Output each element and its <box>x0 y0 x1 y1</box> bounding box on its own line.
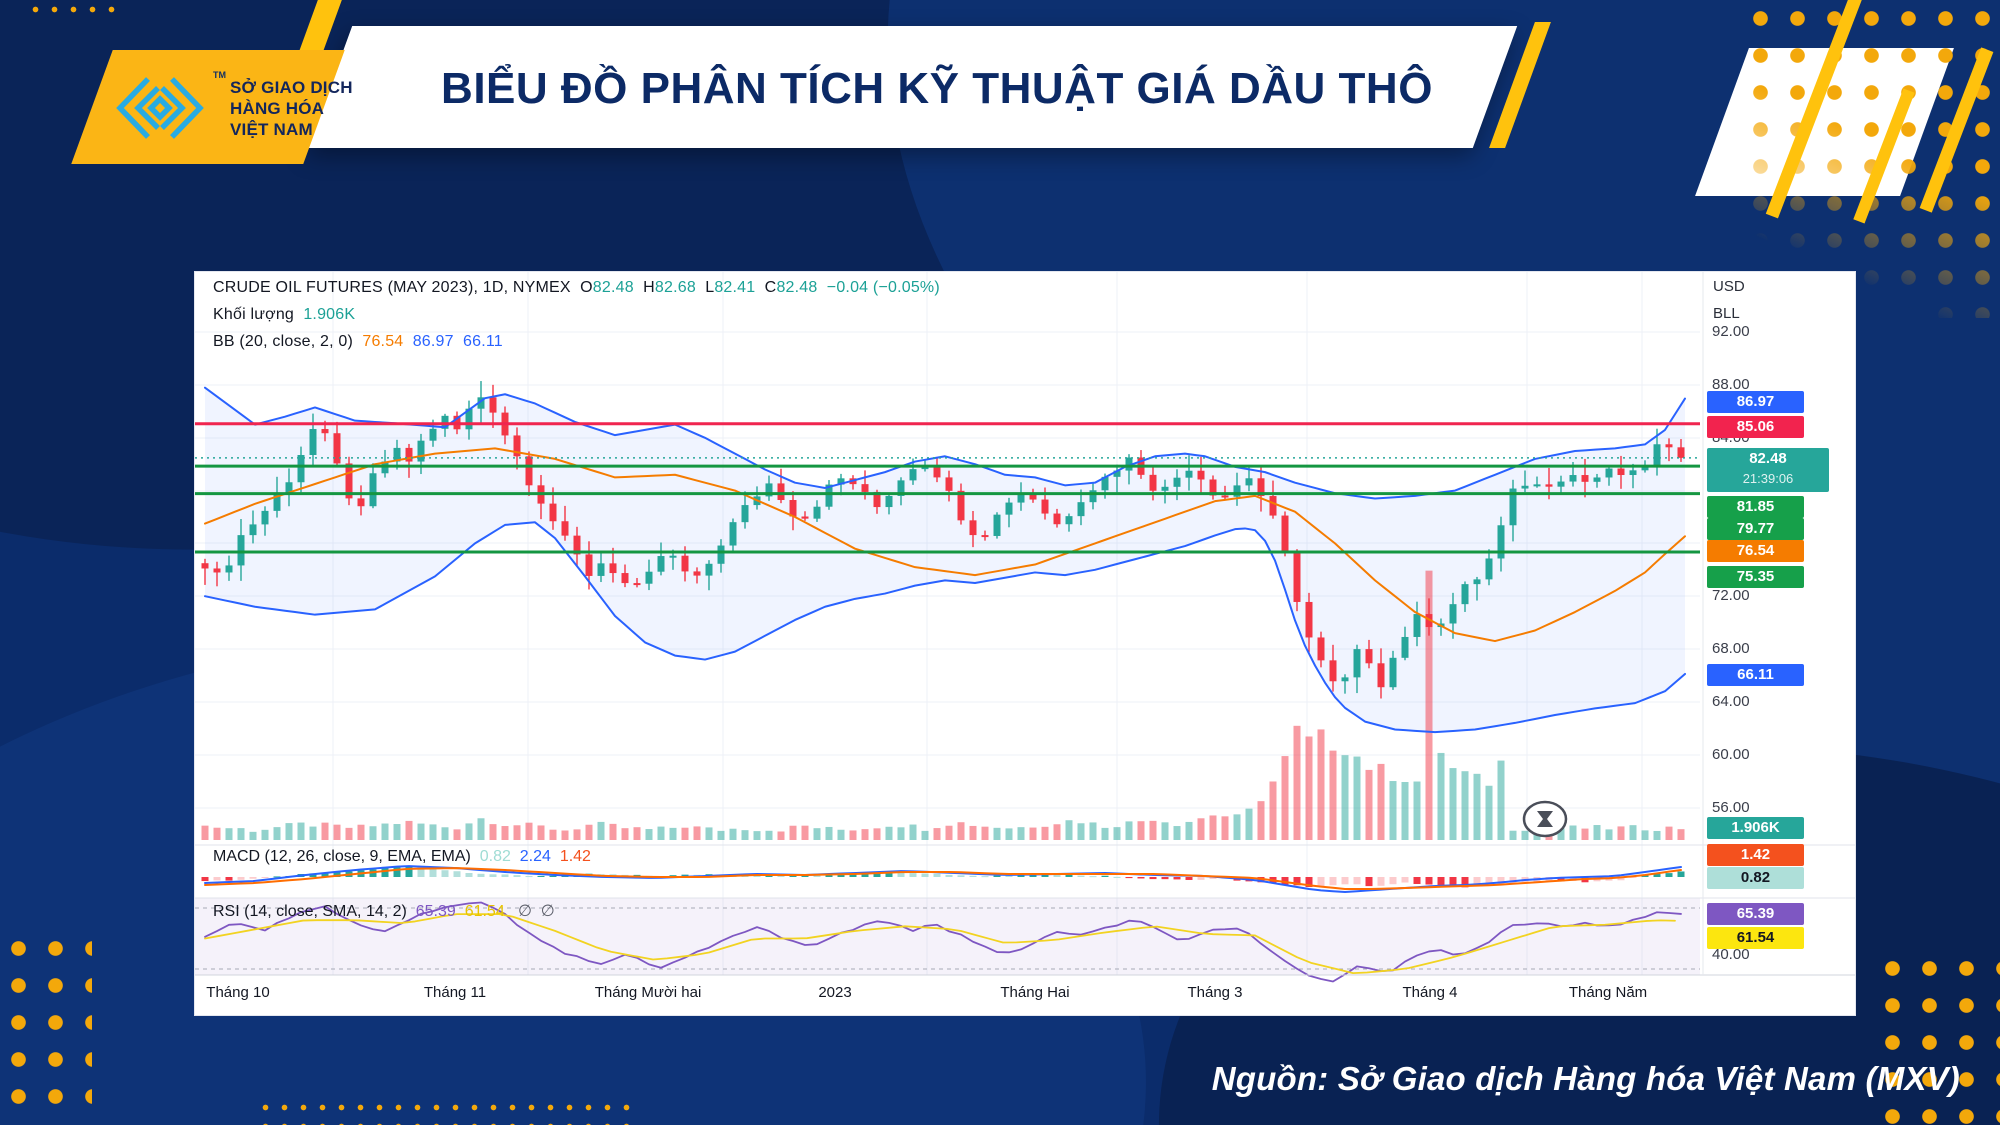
halftone-dots-bottom-left <box>0 930 92 1125</box>
empty-set-icon: ∅ <box>540 903 555 920</box>
rsi-label: RSI (14, close, SMA, 14, 2) <box>213 903 407 920</box>
chart-canvas <box>195 272 1855 983</box>
price-badge: 66.11 <box>1707 664 1804 686</box>
time-label: Tháng 4 <box>1402 984 1458 1001</box>
macd-line-value: 2.24 <box>519 848 551 865</box>
bollinger-row: BB (20, close, 2, 0) 76.54 86.97 66.11 <box>213 333 503 351</box>
high-value: 82.68 <box>654 279 696 296</box>
bb-basis-value: 76.54 <box>362 333 404 350</box>
price-badge: 86.97 <box>1707 391 1804 413</box>
macd-label: MACD (12, 26, close, 9, EMA, EMA) <box>213 848 471 865</box>
price-badge: 1.42 <box>1707 844 1804 866</box>
time-label: 2023 <box>818 984 852 1001</box>
mxv-logo-icon <box>116 77 204 139</box>
logo-tm: TM <box>213 70 226 80</box>
price-badge: 85.06 <box>1707 416 1804 438</box>
trading-chart-panel: CRUDE OIL FUTURES (MAY 2023), 1D, NYMEX … <box>195 272 1855 1015</box>
price-badge: 1.906K <box>1707 817 1804 839</box>
price-tick: 68.00 <box>1712 640 1750 657</box>
logo-line-2: HÀNG HÓA <box>230 99 325 118</box>
price-badge: 76.54 <box>1707 540 1804 562</box>
source-credit: Nguồn: Sở Giao dịch Hàng hóa Việt Nam (M… <box>1211 1060 1960 1097</box>
time-label: Tháng 3 <box>1187 984 1243 1001</box>
time-label: Tháng Mười hai <box>594 984 702 1001</box>
price-badge: 81.85 <box>1707 496 1804 518</box>
low-label: L <box>705 279 715 296</box>
halftone-dots-top-left <box>26 0 118 17</box>
price-tick: 40.00 <box>1712 946 1750 963</box>
page-title: BIỂU ĐỒ PHÂN TÍCH KỸ THUẬT GIÁ DẦU THÔ <box>441 64 1433 113</box>
bb-lower-value: 66.11 <box>463 333 503 350</box>
price-tick: 88.00 <box>1712 376 1750 393</box>
volume-value: 1.906K <box>303 306 356 323</box>
rsi-sma-value: 61.54 <box>464 903 505 920</box>
logo-text: SỞ GIAO DỊCH HÀNG HÓA VIỆT NAM <box>230 77 353 140</box>
price-badge: 0.82 <box>1707 867 1804 889</box>
badge-time: 21:39:06 <box>1742 471 1794 486</box>
rsi-indicator-row: RSI (14, close, SMA, 14, 2) 65.39 61.54 … <box>213 901 555 921</box>
logo-line-3: VIỆT NAM <box>230 120 313 139</box>
axis-unit-barrel: BLL <box>1713 305 1740 322</box>
price-tick: 72.00 <box>1712 587 1750 604</box>
price-tick: 60.00 <box>1712 746 1750 763</box>
halftone-dots-bottom-right <box>1874 950 2000 1125</box>
macd-indicator-row: MACD (12, 26, close, 9, EMA, EMA) 0.82 2… <box>213 848 591 866</box>
halftone-dots-bottom-center <box>256 1098 640 1125</box>
symbol-name: CRUDE OIL FUTURES (MAY 2023), 1D, NYMEX <box>213 279 571 296</box>
macd-signal-value: 1.42 <box>559 848 591 865</box>
price-tick: 92.00 <box>1712 323 1750 340</box>
logo-line-1: SỞ GIAO DỊCH <box>230 78 353 97</box>
volume-label: Khối lượng <box>213 306 295 323</box>
open-value: 82.48 <box>592 279 634 296</box>
change-value: −0.04 (−0.05%) <box>826 279 940 296</box>
time-label: Tháng Năm <box>1568 984 1648 1001</box>
price-badge: 75.35 <box>1707 566 1804 588</box>
close-value: 82.48 <box>776 279 818 296</box>
time-label: Tháng 10 <box>206 984 270 1001</box>
volume-row: Khối lượng 1.906K <box>213 306 355 324</box>
empty-set-icon: ∅ <box>518 903 533 920</box>
bb-label: BB (20, close, 2, 0) <box>213 333 354 350</box>
price-badge: 82.48 21:39:06 <box>1707 448 1829 492</box>
price-tick: 56.00 <box>1712 799 1750 816</box>
macd-hist-value: 0.82 <box>479 848 511 865</box>
close-label: C <box>764 279 777 296</box>
price-badge: 65.39 <box>1707 903 1804 925</box>
price-tick: 64.00 <box>1712 693 1750 710</box>
time-label: Tháng 11 <box>423 984 487 1001</box>
time-label: Tháng Hai <box>1000 984 1070 1001</box>
open-label: O <box>580 279 593 296</box>
low-value: 82.41 <box>714 279 756 296</box>
price-badge: 61.54 <box>1707 927 1804 949</box>
chart-symbol-row: CRUDE OIL FUTURES (MAY 2023), 1D, NYMEX … <box>213 279 940 297</box>
axis-unit-currency: USD <box>1713 278 1745 295</box>
bb-upper-value: 86.97 <box>412 333 454 350</box>
halftone-dots-top-right <box>1742 0 2000 318</box>
high-label: H <box>643 279 655 296</box>
price-badge: 79.77 <box>1707 518 1804 540</box>
rsi-value: 65.39 <box>415 903 456 920</box>
